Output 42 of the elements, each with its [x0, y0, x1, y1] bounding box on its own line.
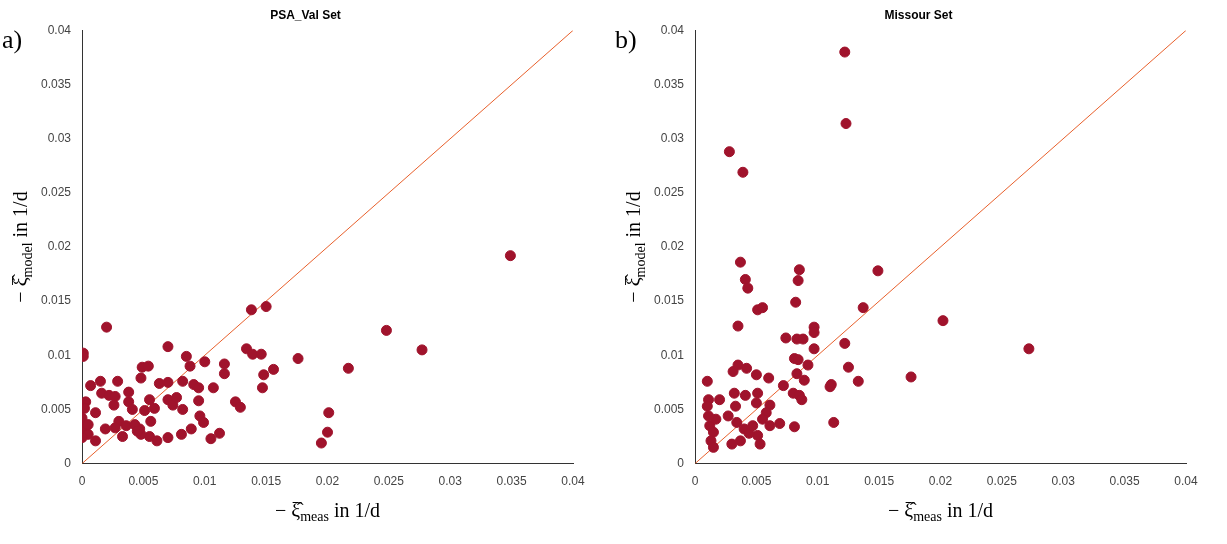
y-tick-label: 0.01	[47, 347, 72, 362]
y-tick-label: 0	[677, 455, 685, 470]
chart-title: Missour Set	[884, 7, 953, 22]
x-tick-label: 0.04	[561, 474, 585, 489]
y-axis-title: − ξ̂model in 1/d	[622, 191, 648, 303]
x-tick-label: 0.005	[741, 474, 772, 489]
y-tick-label: 0.01	[660, 347, 685, 362]
x-tick-label: 0.015	[864, 474, 895, 489]
y-tick-label: 0.02	[660, 239, 685, 254]
x-tick-label: 0.025	[373, 474, 405, 489]
y-tick-label: 0.035	[654, 76, 685, 91]
text: b)	[615, 24, 637, 54]
x-tick-label: 0.015	[251, 474, 282, 489]
y-tick-label: 0.025	[41, 185, 72, 200]
x-tick-label: 0	[691, 474, 699, 489]
x-tick-label: 0.02	[315, 474, 340, 489]
x-tick-label: 0	[78, 474, 86, 489]
y-axis-title: − ξ̂model in 1/d	[9, 191, 35, 303]
y-tick-label: 0.035	[41, 76, 72, 91]
x-tick-label: 0.035	[496, 474, 527, 489]
y-tick-label: 0.005	[654, 401, 685, 416]
y-tick-label: 0.025	[654, 185, 685, 200]
y-tick-label: 0.03	[47, 131, 72, 146]
x-tick-label: 0.03	[438, 474, 463, 489]
x-tick-label: 0.035	[1109, 474, 1140, 489]
text: a)	[2, 24, 23, 54]
x-tick-label: 0.005	[128, 474, 159, 489]
y-tick-label: 0.03	[660, 131, 685, 146]
x-tick-label: 0.01	[806, 474, 830, 489]
y-tick-label: 0.04	[47, 22, 72, 37]
y-tick-label: 0.015	[654, 293, 685, 308]
x-tick-label: 0.04	[1174, 474, 1198, 489]
x-tick-label: 0.02	[928, 474, 953, 489]
x-tick-label: 0.03	[1051, 474, 1076, 489]
y-tick-label: 0	[64, 455, 72, 470]
y-tick-label: 0.02	[47, 239, 72, 254]
y-tick-label: 0.005	[41, 401, 72, 416]
y-tick-label: 0.04	[660, 22, 685, 37]
chart-title: PSA_Val Set	[270, 7, 341, 22]
y-tick-label: 0.015	[41, 293, 72, 308]
x-tick-label: 0.025	[986, 474, 1018, 489]
x-tick-label: 0.01	[193, 474, 217, 489]
